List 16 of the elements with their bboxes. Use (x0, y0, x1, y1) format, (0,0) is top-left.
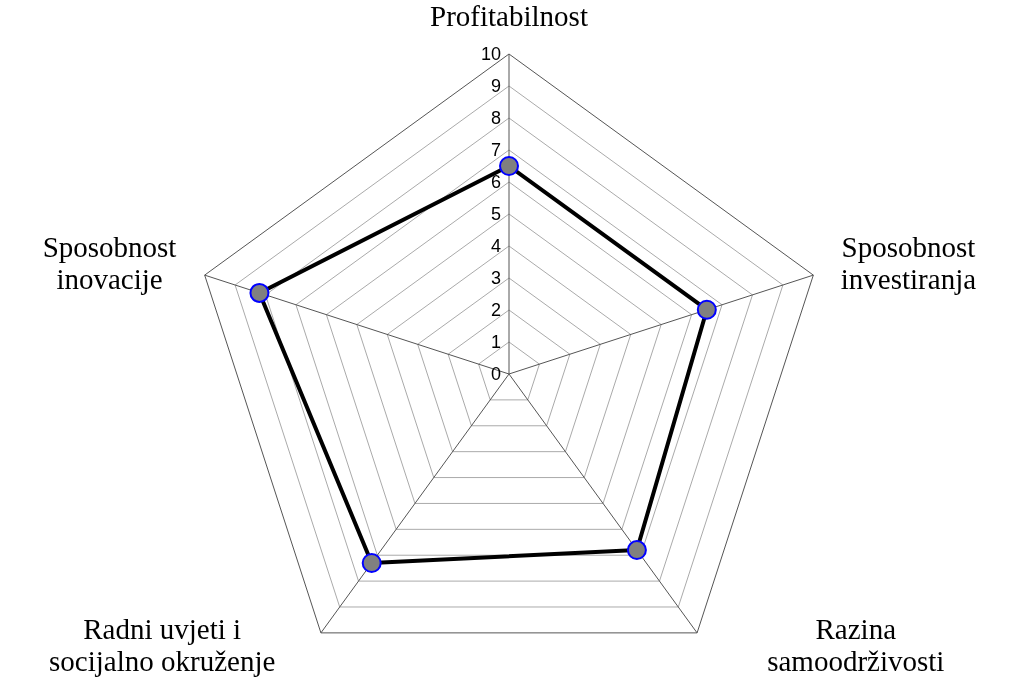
spoke-label: Radni uvjeti i socijalno okruženje (49, 612, 276, 677)
y-tick-label: 5 (490, 204, 501, 224)
y-tick-label: 7 (490, 140, 501, 160)
spoke-label: Sposobnost inovacije (42, 230, 177, 295)
y-tick-label: 10 (480, 44, 501, 64)
y-tick-label: 8 (490, 108, 501, 128)
y-tick-label: 4 (490, 236, 501, 256)
y-tick-label: 1 (490, 332, 501, 352)
y-tick-label: 0 (490, 364, 501, 384)
spoke-label: Sposobnost investiranja (840, 230, 977, 295)
y-tick-label: 6 (490, 172, 501, 192)
spoke-label: Profitabilnost (430, 0, 588, 32)
spoke-label: Razina samoodrživosti (767, 612, 945, 677)
y-tick-label: 2 (490, 300, 501, 320)
y-tick-label: 9 (490, 76, 501, 96)
y-tick-label: 3 (490, 268, 501, 288)
